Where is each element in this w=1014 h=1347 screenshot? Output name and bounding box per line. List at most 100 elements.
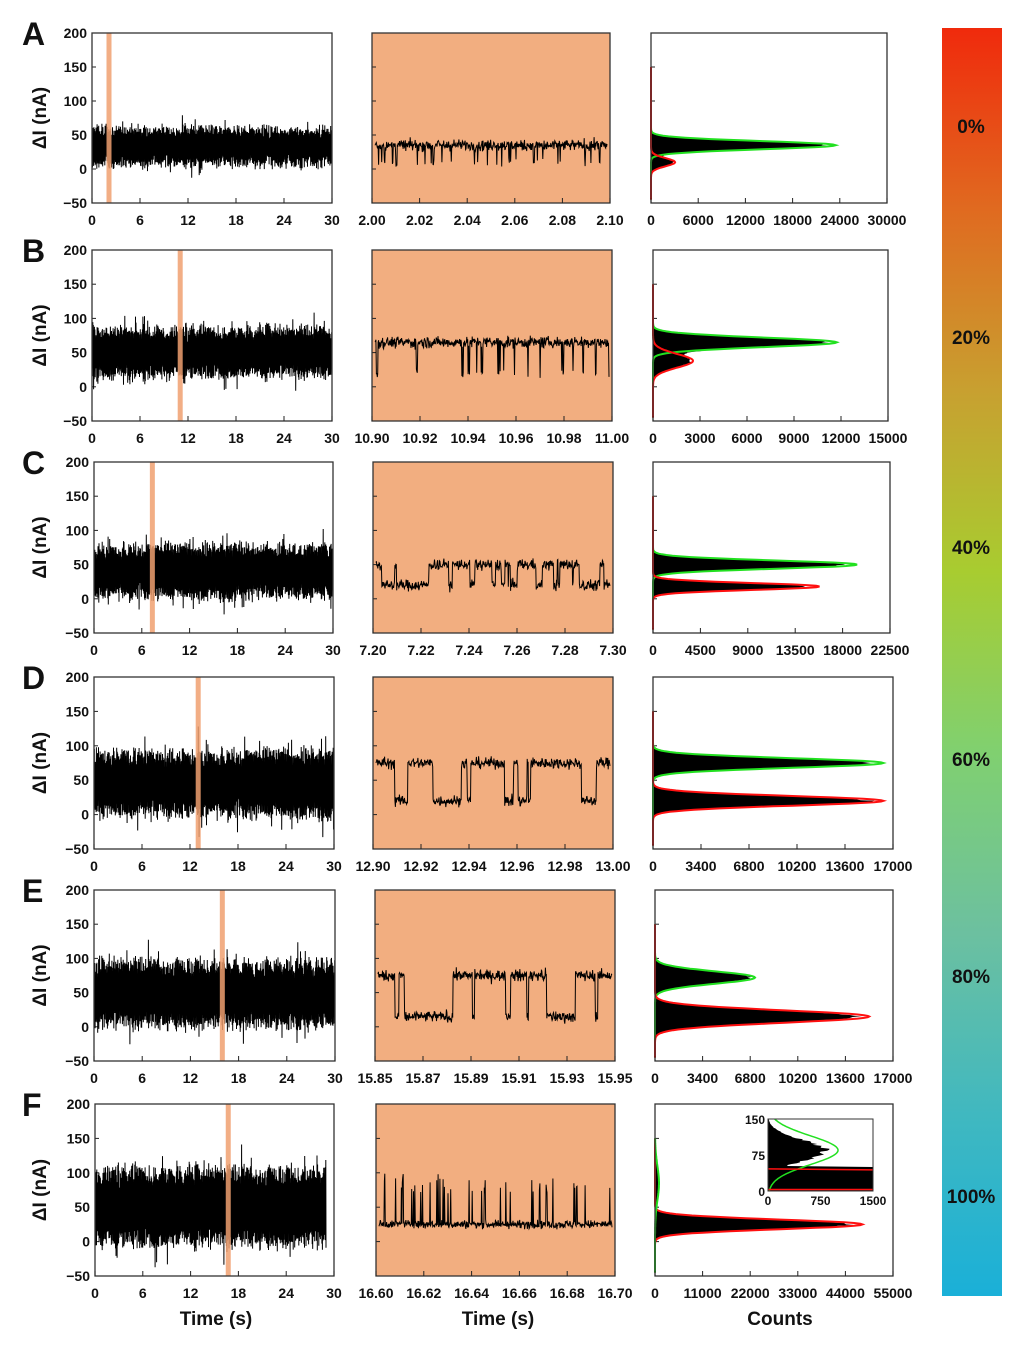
- y-tick-label: 150: [67, 1130, 91, 1146]
- trace-x-tick-label: 0: [91, 1285, 99, 1301]
- trace-x-tick-label: 12: [182, 858, 198, 874]
- trace-x-tick-label: 0: [90, 1070, 98, 1086]
- trace-line: [93, 939, 336, 1045]
- zoom-panel-frame: [375, 1103, 616, 1277]
- trace-line: [93, 528, 334, 615]
- zoom-x-tick-label: 13.00: [595, 858, 630, 874]
- y-tick-label: 150: [64, 276, 88, 292]
- zoom-x-tick-label: 7.28: [551, 642, 578, 658]
- hist-x-tick-label: 6000: [683, 212, 714, 228]
- hist-panel-frame: [654, 1103, 894, 1277]
- highlight-window: [195, 677, 201, 849]
- y-axis-label: ΔI (nA): [30, 1159, 51, 1221]
- hist-panel-frame: [654, 889, 894, 1062]
- trace-x-tick-label: 0: [88, 430, 96, 446]
- zoom-panel-background: [372, 250, 612, 421]
- colorbar-label: 60%: [952, 750, 990, 771]
- zoom-trace-line: [375, 558, 611, 593]
- hist-x-tick-label: 10200: [778, 858, 817, 874]
- zoom-x-tick-label: 11.00: [595, 430, 629, 446]
- zoom-panel-background: [372, 33, 610, 203]
- gaussian-fit-red: [652, 711, 888, 846]
- hist-x-tick-label: 17000: [874, 858, 913, 874]
- zoom-x-tick-label: 10.98: [546, 430, 581, 446]
- y-tick-label: −50: [63, 413, 87, 429]
- zoom-x-tick-label: 15.93: [549, 1070, 584, 1086]
- trace-x-tick-label: 12: [182, 642, 198, 658]
- y-axis-label: ΔI (nA): [30, 944, 51, 1006]
- y-tick-label: −50: [66, 1268, 90, 1284]
- y-tick-label: 50: [74, 1199, 90, 1215]
- y-axis-label: ΔI (nA): [30, 87, 51, 149]
- trace-x-tick-label: 12: [180, 212, 196, 228]
- hist-x-tick-label: 33000: [778, 1285, 817, 1301]
- trace-x-tick-label: 24: [276, 430, 292, 446]
- trace-x-tick-label: 18: [231, 1285, 247, 1301]
- y-tick-label: 100: [64, 93, 88, 109]
- zoom-x-tick-label: 15.89: [453, 1070, 488, 1086]
- trace-x-tick-label: 6: [138, 642, 146, 658]
- inset-histogram-bars: [768, 1119, 873, 1191]
- hist-x-tick-label: 44000: [826, 1285, 865, 1301]
- trace-x-tick-label: 30: [327, 1070, 343, 1086]
- trace-panel-frame: [91, 249, 333, 422]
- hist-panel-frame: [652, 461, 891, 634]
- gaussian-fit-green: [650, 67, 840, 200]
- zoom-panel-frame: [371, 249, 613, 422]
- trace-x-tick-label: 6: [138, 1070, 146, 1086]
- y-axis-label: ΔI (nA): [30, 732, 51, 794]
- hist-x-tick-label: 0: [649, 430, 657, 446]
- trace-panel-frame: [94, 1103, 335, 1277]
- hist-x-tick-label: 0: [649, 642, 657, 658]
- trace-x-tick-label: 30: [324, 430, 340, 446]
- trace-x-tick-label: 30: [324, 212, 340, 228]
- hist-x-tick-label: 6000: [731, 430, 762, 446]
- colorbar-label: 20%: [952, 328, 990, 349]
- trace-panel-frame: [93, 889, 336, 1062]
- zoom-panel-background: [373, 462, 613, 633]
- trace-line: [91, 312, 333, 391]
- hist-x-tick-label: 6800: [733, 858, 764, 874]
- zoom-x-tick-label: 12.92: [403, 858, 438, 874]
- zoom-x-tick-label: 2.00: [358, 212, 385, 228]
- y-tick-label: 0: [79, 379, 87, 395]
- trace-x-tick-label: 24: [279, 1070, 295, 1086]
- panel-letter: B: [22, 233, 45, 269]
- zoom-x-tick-label: 10.94: [450, 430, 485, 446]
- zoom-x-tick-label: 7.20: [359, 642, 386, 658]
- hist-x-tick-label: 55000: [874, 1285, 913, 1301]
- hist-x-tick-label: 0: [651, 1285, 659, 1301]
- trace-x-tick-label: 0: [90, 642, 98, 658]
- hist-panel-frame: [652, 249, 889, 422]
- zoom-trace-line: [378, 1173, 613, 1231]
- inset-y-tick-label: 75: [752, 1149, 766, 1163]
- zoom-panel-frame: [372, 676, 614, 850]
- y-tick-label: 200: [64, 242, 88, 258]
- inset-y-tick-label: 150: [745, 1113, 765, 1127]
- highlight-window: [219, 890, 225, 1061]
- y-tick-label: 50: [71, 127, 87, 143]
- hist-xlabel: Counts: [747, 1309, 812, 1330]
- histogram-bars: [653, 496, 846, 630]
- hist-panel-frame: [650, 32, 888, 204]
- trace-x-tick-label: 0: [88, 212, 96, 228]
- y-tick-label: −50: [65, 1053, 89, 1069]
- hist-x-tick-label: 22500: [871, 642, 910, 658]
- panel-letter: E: [22, 873, 43, 909]
- hist-x-tick-label: 12000: [726, 212, 765, 228]
- y-tick-label: 50: [73, 557, 89, 573]
- zoom-x-tick-label: 7.24: [455, 642, 482, 658]
- zoom-x-tick-label: 12.90: [355, 858, 390, 874]
- zoom-x-tick-label: 2.02: [406, 212, 433, 228]
- trace-x-tick-label: 18: [228, 212, 244, 228]
- zoom-x-tick-label: 2.06: [501, 212, 528, 228]
- y-tick-label: 0: [81, 1019, 89, 1035]
- hist-x-tick-label: 13500: [776, 642, 815, 658]
- colorbar-label: 100%: [947, 1187, 996, 1208]
- hist-x-tick-label: 10200: [778, 1070, 817, 1086]
- inset-x-tick-label: 1500: [860, 1194, 887, 1208]
